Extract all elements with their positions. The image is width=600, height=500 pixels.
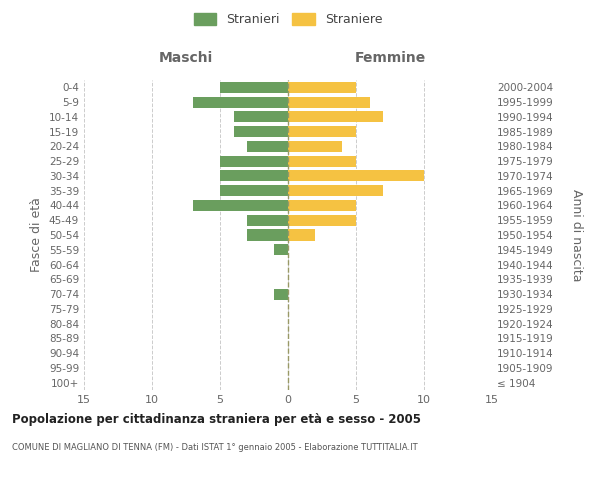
Bar bbox=[288, 112, 383, 122]
Y-axis label: Fasce di età: Fasce di età bbox=[31, 198, 43, 272]
Text: Popolazione per cittadinanza straniera per età e sesso - 2005: Popolazione per cittadinanza straniera p… bbox=[12, 412, 421, 426]
Bar bbox=[220, 185, 288, 196]
Bar bbox=[233, 112, 288, 122]
Bar bbox=[288, 214, 356, 226]
Bar bbox=[288, 185, 383, 196]
Bar bbox=[288, 200, 356, 211]
Y-axis label: Anni di nascita: Anni di nascita bbox=[570, 188, 583, 281]
Text: Femmine: Femmine bbox=[355, 51, 425, 65]
Bar bbox=[288, 230, 315, 240]
Bar bbox=[288, 156, 356, 166]
Bar bbox=[288, 82, 356, 93]
Bar bbox=[274, 244, 288, 256]
Bar bbox=[193, 200, 288, 211]
Bar bbox=[220, 170, 288, 181]
Bar bbox=[288, 170, 424, 181]
Bar bbox=[288, 96, 370, 108]
Bar bbox=[220, 156, 288, 166]
Bar bbox=[247, 230, 288, 240]
Text: Maschi: Maschi bbox=[159, 51, 213, 65]
Bar bbox=[288, 126, 356, 137]
Bar bbox=[220, 82, 288, 93]
Legend: Stranieri, Straniere: Stranieri, Straniere bbox=[190, 8, 386, 29]
Bar bbox=[274, 288, 288, 300]
Bar bbox=[193, 96, 288, 108]
Bar bbox=[233, 126, 288, 137]
Text: COMUNE DI MAGLIANO DI TENNA (FM) - Dati ISTAT 1° gennaio 2005 - Elaborazione TUT: COMUNE DI MAGLIANO DI TENNA (FM) - Dati … bbox=[12, 442, 418, 452]
Bar bbox=[288, 141, 343, 152]
Bar bbox=[247, 214, 288, 226]
Bar bbox=[247, 141, 288, 152]
